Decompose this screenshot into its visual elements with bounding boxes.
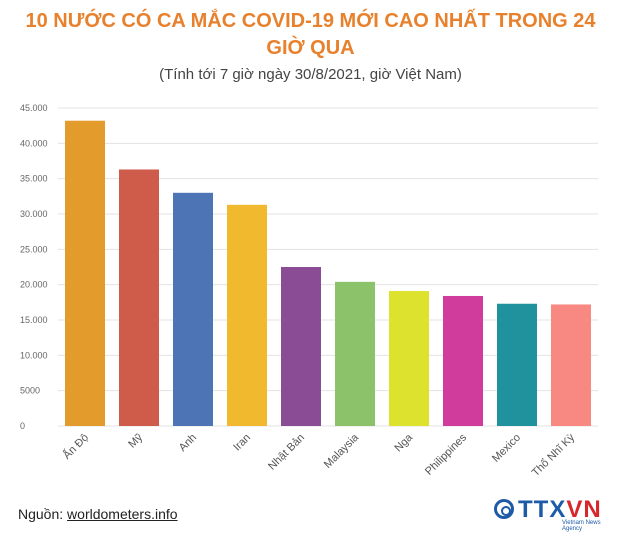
y-tick-label: 30.000 bbox=[20, 209, 48, 219]
x-tick-label: Iran bbox=[231, 432, 253, 454]
logo-tagline: Vietnam News Agency bbox=[562, 520, 601, 532]
chart-title: 10 NƯỚC CÓ CA MẮC COVID-19 MỚI CAO NHẤT … bbox=[0, 8, 621, 62]
source-link[interactable]: worldometers.info bbox=[67, 506, 178, 522]
bar bbox=[389, 291, 429, 426]
ttxvn-logo: TTXVN Vietnam News Agency bbox=[494, 496, 612, 532]
source-prefix: Nguồn: bbox=[18, 506, 68, 522]
x-tick-label: Nhật Bản bbox=[266, 432, 307, 473]
bar bbox=[227, 204, 267, 426]
logo-emblem-icon bbox=[494, 499, 514, 519]
y-tick-label: 40.000 bbox=[20, 138, 48, 148]
chart-title-line1: 10 NƯỚC CÓ CA MẮC COVID-19 MỚI CAO NHẤT … bbox=[25, 10, 596, 32]
y-tick-label: 5000 bbox=[20, 386, 40, 396]
x-tick-label: Anh bbox=[177, 432, 199, 454]
x-tick-label: Malaysia bbox=[322, 431, 362, 471]
chart-subtitle: (Tính tới 7 giờ ngày 30/8/2021, giờ Việt… bbox=[159, 66, 462, 83]
bar bbox=[443, 295, 483, 426]
logo-brand: TTXVN bbox=[518, 496, 602, 524]
y-tick-label: 15.000 bbox=[20, 315, 48, 325]
y-tick-label: 35.000 bbox=[20, 174, 48, 184]
bar bbox=[281, 267, 321, 426]
bar bbox=[335, 281, 375, 426]
y-tick-label: 25.000 bbox=[20, 244, 48, 254]
y-tick-label: 45.000 bbox=[20, 103, 48, 113]
bar bbox=[173, 192, 213, 426]
y-tick-label: 10.000 bbox=[20, 350, 48, 360]
x-tick-label: Mỹ bbox=[126, 431, 145, 450]
source-note: Nguồn: worldometers.info bbox=[18, 506, 178, 522]
x-tick-label: Mexico bbox=[490, 432, 523, 465]
y-tick-label: 0 bbox=[20, 421, 25, 431]
x-tick-label: Thổ Nhĩ Kỳ bbox=[530, 431, 578, 479]
chart-title-line2: GIỜ QUA bbox=[266, 37, 355, 59]
bar bbox=[497, 303, 537, 426]
y-tick-label: 20.000 bbox=[20, 280, 48, 290]
bar bbox=[119, 169, 159, 427]
logo-brand-b: VN bbox=[566, 496, 602, 523]
bar bbox=[551, 304, 591, 426]
x-tick-label: Ấn Độ bbox=[60, 431, 91, 462]
logo-brand-a: TTX bbox=[518, 496, 567, 523]
x-tick-label: Philippines bbox=[423, 431, 469, 477]
x-tick-label: Nga bbox=[392, 431, 415, 454]
bar bbox=[65, 120, 105, 426]
